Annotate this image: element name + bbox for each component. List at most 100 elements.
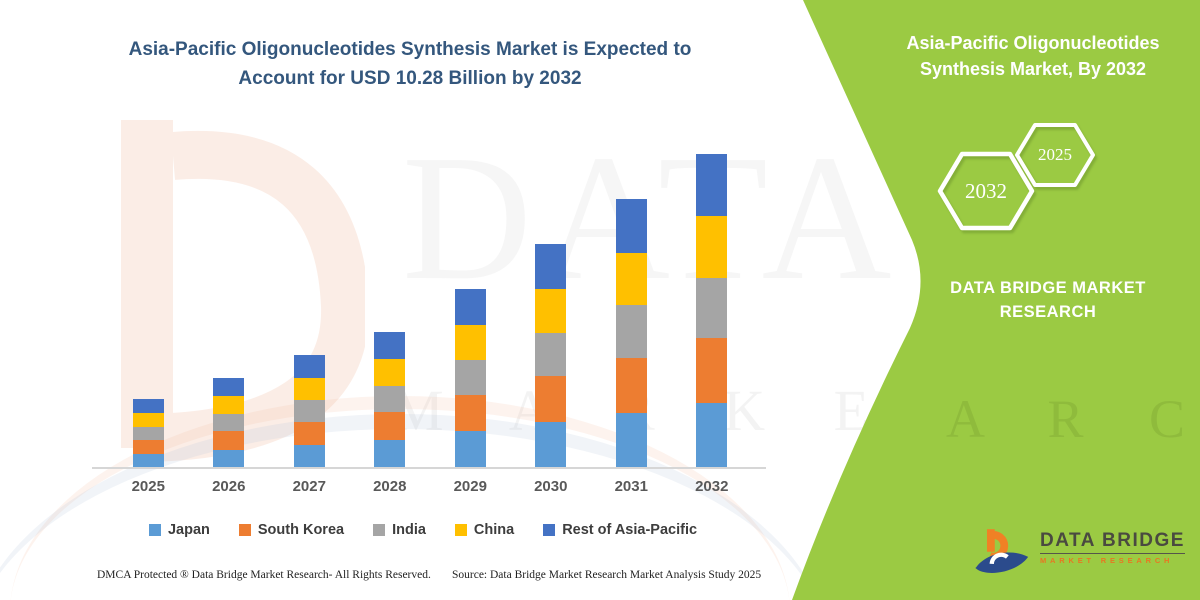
hexagon-outline-icon (937, 151, 1035, 231)
x-axis-label: 2030 (534, 478, 568, 495)
legend-label: South Korea (257, 522, 345, 538)
databridge-logo-text: DATA BRIDGE MARKET RESEARCH (1040, 531, 1185, 565)
bar-column-2026 (189, 140, 270, 468)
bar-segment-japan (132, 454, 164, 468)
hexagon-big-year: 2032 (965, 178, 1007, 203)
side-panel-title: Asia-Pacific Oligonucleotides Synthesis … (906, 33, 1160, 80)
legend-label: India (392, 522, 426, 538)
bar-segment-south-korea (374, 412, 406, 441)
bar-segment-india (132, 426, 164, 440)
bar-stack (535, 244, 567, 468)
bar-segment-south-korea (454, 394, 486, 432)
x-axis-line (92, 467, 766, 469)
bar-segment-china (454, 325, 486, 361)
bar-stack (293, 355, 325, 468)
bar-segment-china (535, 289, 567, 333)
legend-label: China (473, 522, 515, 538)
bar-column-2025 (108, 140, 189, 468)
bar-segment-rest-of-asia-pacific (696, 154, 728, 217)
side-panel-watermark: A R C H (946, 389, 1200, 449)
bar-segment-south-korea (615, 357, 647, 413)
chart-title: Asia-Pacific Oligonucleotides Synthesis … (128, 39, 692, 89)
x-axis-label: 2032 (695, 478, 729, 495)
bar-column-2030 (511, 140, 592, 468)
legend-swatch-icon (238, 524, 251, 536)
databridge-logo: DATA BRIDGE MARKET RESEARCH (972, 524, 1185, 576)
hexagon-small-year: 2025 (1038, 145, 1072, 164)
plot-area (108, 140, 752, 468)
bar-segment-japan (213, 449, 245, 468)
x-axis-label: 2031 (614, 478, 648, 495)
chart-legend: Japan South Korea India China Rest of Asia-P… (92, 522, 754, 538)
legend-label: Japan (167, 522, 210, 538)
bar-segment-japan (535, 422, 567, 468)
bar-segment-rest-of-asia-pacific (535, 244, 567, 290)
bar-segment-china (615, 252, 647, 306)
hexagon-outline-icon (1015, 123, 1095, 187)
bar-segment-rest-of-asia-pacific (132, 399, 164, 414)
bar-segment-india (293, 399, 325, 422)
bar-segment-rest-of-asia-pacific (615, 198, 647, 253)
bar-segment-japan (454, 431, 486, 468)
bar-segment-india (374, 385, 406, 413)
bar-stack (374, 332, 406, 468)
bar-segment-japan (374, 440, 406, 468)
x-axis-label: 2025 (131, 478, 165, 495)
source-text: Source: Data Bridge Market Research Mark… (452, 569, 762, 581)
legend-label: Rest of Asia-Pacific (562, 522, 698, 538)
x-axis-label: 2027 (292, 478, 326, 495)
bar-column-2031 (591, 140, 672, 468)
bar-segment-rest-of-asia-pacific (213, 378, 245, 397)
bar-segment-south-korea (535, 376, 567, 423)
hexagon-2025: 2025 (1014, 122, 1096, 188)
legend-item-south-korea: South Korea (238, 522, 345, 538)
dmca-text: DMCA Protected ® Data Bridge Market Rese… (97, 569, 431, 581)
bar-column-2028 (350, 140, 431, 468)
bar-segment-india (213, 413, 245, 432)
legend-item-india: India (373, 522, 426, 538)
bar-segment-rest-of-asia-pacific (293, 355, 325, 378)
bar-segment-japan (615, 412, 647, 468)
x-axis-label: 2029 (453, 478, 487, 495)
bar-stack (696, 154, 728, 468)
bar-segment-china (293, 377, 325, 400)
x-axis-label: 2028 (373, 478, 407, 495)
bar-segment-south-korea (293, 421, 325, 445)
bar-column-2032 (672, 140, 753, 468)
bar-segment-south-korea (132, 440, 164, 454)
legend-item-china: China (454, 522, 515, 538)
databridge-logo-icon (975, 529, 1029, 573)
bar-segment-india (615, 305, 647, 358)
legend-swatch-icon (543, 524, 556, 536)
bar-segment-south-korea (696, 338, 728, 403)
legend-item-rest-of-asia-pacific: Rest of Asia-Pacific (543, 522, 697, 538)
side-panel-brand-text: DATA BRIDGE MARKET RESEARCH (950, 279, 1146, 321)
databridge-logo-subtitle: MARKET RESEARCH (1040, 556, 1174, 565)
legend-swatch-icon (373, 524, 386, 536)
side-panel-background (792, 0, 1200, 600)
bar-segment-china (213, 396, 245, 414)
bar-stack (615, 198, 647, 468)
bar-segment-rest-of-asia-pacific (454, 289, 486, 326)
bar-segment-japan (293, 444, 325, 468)
x-axis-label: 2026 (212, 478, 246, 495)
bar-segment-china (374, 359, 406, 386)
bar-segment-rest-of-asia-pacific (374, 332, 406, 360)
bar-stack (454, 289, 486, 468)
bar-stack (132, 399, 164, 468)
bar-column-2029 (430, 140, 511, 468)
databridge-logo-name: DATA BRIDGE (1040, 531, 1185, 554)
legend-item-japan: Japan (148, 522, 210, 538)
bar-segment-india (696, 278, 728, 339)
bar-segment-india (454, 360, 486, 395)
side-panel-shape (792, 0, 1200, 600)
legend-swatch-icon (148, 524, 161, 536)
bar-segment-china (132, 413, 164, 427)
bar-segment-india (535, 332, 567, 377)
bar-segment-south-korea (213, 431, 245, 450)
bar-stack (213, 378, 245, 468)
hexagon-2032: 2032 (936, 150, 1036, 232)
x-axis-labels: 2025 2026 2027 2028 2029 2030 2031 2032 (108, 478, 752, 495)
bar-segment-china (696, 216, 728, 279)
